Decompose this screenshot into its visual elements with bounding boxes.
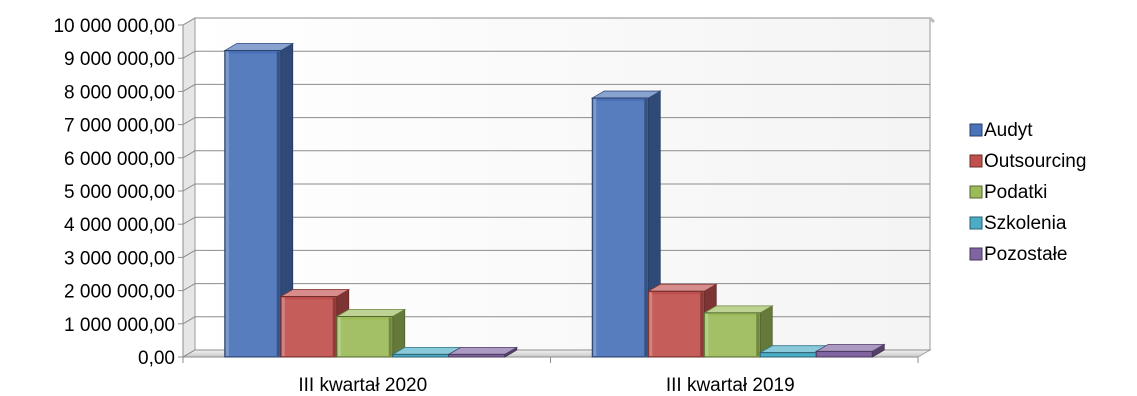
y-tick-label: 5 000 000,00 [64,182,175,203]
legend-item: Audyt [969,120,1033,141]
bar-highlight [593,99,597,356]
bars [223,42,886,358]
legend-item: Szkolenia [969,213,1067,234]
y-tick-label: 10 000 000,00 [53,16,175,37]
legend-label: Pozostałe [984,244,1067,265]
bar-top [814,343,886,352]
bar-bevel [707,315,758,356]
gridline [182,117,930,126]
y-tick-label: 2 000 000,00 [64,282,175,303]
gridline [182,249,930,258]
gridline [182,83,930,92]
bar-bevel [651,294,702,356]
bar-highlight [337,317,341,356]
gridline [182,216,930,225]
bar-highlight [281,297,285,356]
bar-front [815,350,873,358]
bar-front [392,353,450,358]
bar-edge-shade [332,297,336,356]
legend-label: Outsourcing [984,151,1086,172]
bar-front [448,353,506,358]
gridline [182,150,930,159]
legend-label: Szkolenia [984,213,1067,234]
bar-highlight [649,292,653,356]
legend-item: Pozostałe [969,244,1067,265]
legend: Audyt Outsourcing Podatki Szkolenia Pozostał… [969,120,1086,265]
y-tick-label: 6 000 000,00 [64,149,175,170]
bar-top [590,90,662,99]
gridline [182,50,930,59]
wall-shadow [928,16,936,24]
bar-edge-shade [388,317,392,356]
legend-item: Podatki [969,182,1047,203]
y-tick-label: 7 000 000,00 [64,116,175,137]
y-tick-label: 3 000 000,00 [64,248,175,269]
y-tick-label: 4 000 000,00 [64,215,175,236]
bar-edge-shade [756,313,760,356]
bar-bevel [595,101,646,356]
legend-swatch [969,123,983,137]
bar-bevel [283,299,334,356]
bar-bevel [339,319,390,356]
bar [814,343,886,358]
gridline [182,183,930,192]
bar [447,346,519,358]
gridline [182,17,930,26]
bar [646,283,718,358]
x-axis: III kwartał 2020 III kwartał 2019 [182,356,919,396]
bar-top [702,305,774,314]
bar-top [646,283,718,292]
bar-bevel [227,53,278,357]
bar-top [335,309,407,317]
bar-edge-shade [700,292,704,356]
gridline [182,283,930,292]
y-tick-label: 1 000 000,00 [64,315,175,336]
bar-edge-shade [276,51,280,357]
bar-highlight [705,313,709,356]
legend-swatch [969,154,983,168]
bar-top [447,346,519,355]
x-tick-label: III kwartał 2020 [298,375,427,396]
bar [223,42,295,358]
bar-front [759,352,817,358]
y-tick-label: 9 000 000,00 [64,49,175,70]
bar [702,305,774,358]
bar-highlight [225,51,229,357]
y-tick-label: 0,00 [138,348,175,369]
bar-edge-shade [644,99,648,356]
legend-swatch [969,247,983,261]
y-axis: 0,00 1 000 000,00 2 000 000,00 3 000 000,00… [53,16,184,369]
legend-label: Audyt [984,120,1033,141]
x-tick-label: III kwartał 2019 [666,375,795,396]
legend-item: Outsourcing [969,151,1086,172]
legend-swatch [969,216,983,230]
legend-label: Podatki [984,182,1047,203]
bar [279,288,351,358]
legend-swatch [969,185,983,199]
bar-top [279,289,351,297]
bar-top [223,43,295,51]
bar [335,308,407,358]
y-tick-label: 8 000 000,00 [64,82,175,103]
